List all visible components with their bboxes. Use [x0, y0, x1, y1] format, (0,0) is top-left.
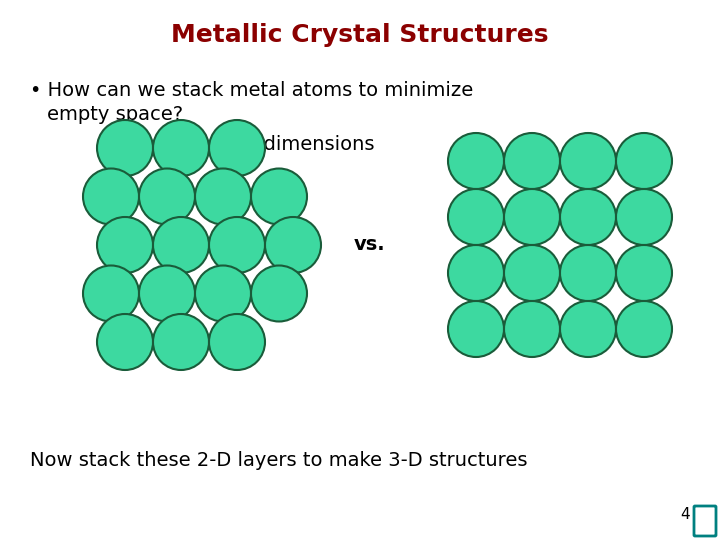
Circle shape [153, 120, 209, 176]
Circle shape [560, 301, 616, 357]
Circle shape [560, 245, 616, 301]
Circle shape [97, 314, 153, 370]
Circle shape [97, 217, 153, 273]
Circle shape [504, 189, 560, 245]
Circle shape [504, 245, 560, 301]
Circle shape [139, 266, 195, 321]
Text: empty space?: empty space? [47, 105, 183, 125]
Circle shape [616, 245, 672, 301]
Circle shape [504, 133, 560, 189]
Circle shape [97, 120, 153, 176]
Circle shape [139, 168, 195, 225]
Text: Now stack these 2-D layers to make 3-D structures: Now stack these 2-D layers to make 3-D s… [30, 450, 528, 469]
Circle shape [560, 189, 616, 245]
Circle shape [448, 301, 504, 357]
Circle shape [195, 168, 251, 225]
Text: vs.: vs. [354, 235, 386, 254]
Circle shape [209, 314, 265, 370]
Circle shape [616, 189, 672, 245]
Circle shape [448, 133, 504, 189]
Circle shape [251, 168, 307, 225]
Circle shape [616, 133, 672, 189]
Circle shape [209, 217, 265, 273]
Circle shape [195, 266, 251, 321]
Text: 2-dimensions: 2-dimensions [245, 136, 375, 154]
Text: 4: 4 [680, 507, 690, 522]
Circle shape [504, 301, 560, 357]
Circle shape [251, 266, 307, 321]
Circle shape [83, 266, 139, 321]
Circle shape [153, 314, 209, 370]
Circle shape [448, 189, 504, 245]
Circle shape [560, 133, 616, 189]
Text: • How can we stack metal atoms to minimize: • How can we stack metal atoms to minimi… [30, 80, 473, 99]
Circle shape [83, 168, 139, 225]
Circle shape [616, 301, 672, 357]
Circle shape [209, 120, 265, 176]
Circle shape [265, 217, 321, 273]
Circle shape [153, 217, 209, 273]
Text: Metallic Crystal Structures: Metallic Crystal Structures [171, 23, 549, 47]
Circle shape [448, 245, 504, 301]
